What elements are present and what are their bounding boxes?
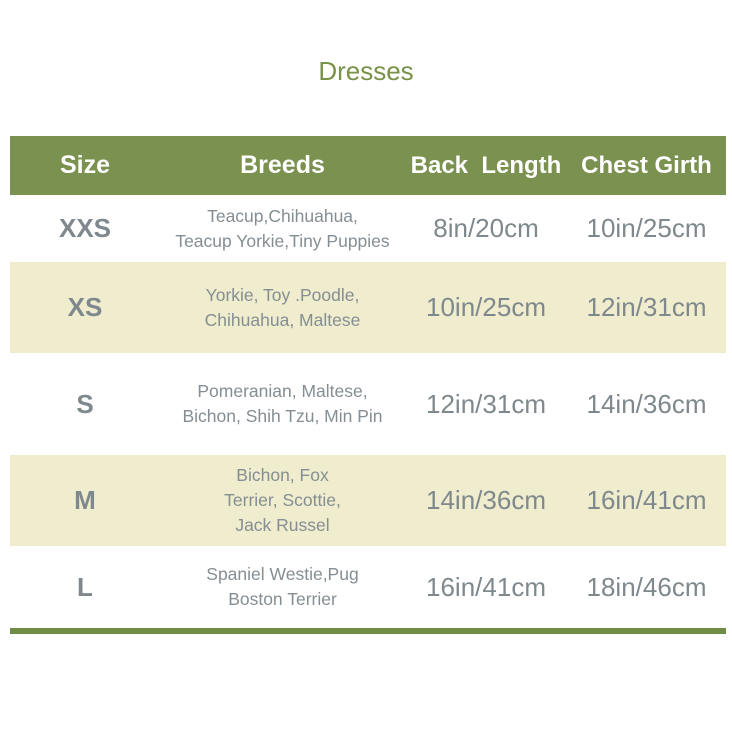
table-header: Size Breeds Back Length Chest Girth <box>10 136 726 195</box>
breeds-cell: Bichon, Fox Terrier, Scottie, Jack Russel <box>160 463 405 538</box>
size-cell: XXS <box>58 213 112 243</box>
breeds-cell: Teacup,Chihuahua, Teacup Yorkie,Tiny Pupp… <box>160 204 405 254</box>
breed-line: Teacup Yorkie,Tiny Puppies <box>175 230 390 251</box>
breeds-cell: Spaniel Westie,Pug Boston Terrier <box>160 562 405 612</box>
breeds-cell: Pomeranian, Maltese, Bichon, Shih Tzu, Mi… <box>160 379 405 429</box>
chest-girth-cell: 18in/46cm <box>586 571 707 602</box>
size-chart-table: Size Breeds Back Length Chest Girth XXS T… <box>10 136 726 634</box>
breed-line: Chihuahua, Maltese <box>204 309 361 330</box>
breed-line: Bichon, Shih Tzu, Min Pin <box>182 406 383 426</box>
back-length-cell: 8in/20cm <box>433 213 539 243</box>
size-cell: L <box>77 571 93 602</box>
back-length-cell: 12in/31cm <box>426 388 546 419</box>
size-cell: M <box>74 485 96 515</box>
size-cell: S <box>76 388 94 419</box>
table-row: M Bichon, Fox Terrier, Scottie, Jack Russel… <box>10 455 726 546</box>
breed-line: Jack Russel <box>235 515 330 535</box>
table-row: XS Yorkie, Toy .Poodle, Chihuahua, Maltese… <box>10 262 726 353</box>
table-row: S Pomeranian, Maltese, Bichon, Shih Tzu, M… <box>10 353 726 455</box>
back-length-cell: 14in/36cm <box>426 485 546 515</box>
breed-line: Boston Terrier <box>228 589 337 609</box>
breed-line: Bichon, Fox <box>236 465 329 485</box>
header-back-length: Back Length <box>410 151 562 179</box>
bottom-divider <box>10 628 726 634</box>
back-length-cell: 16in/41cm <box>426 571 546 602</box>
breed-line: Pomeranian, Maltese, <box>197 381 368 401</box>
breed-line: Spaniel Westie,Pug <box>206 564 359 584</box>
chest-girth-cell: 14in/36cm <box>586 388 707 419</box>
page-title: Dresses <box>318 56 414 86</box>
header-breeds: Breeds <box>240 151 325 179</box>
header-chest-girth: Chest Girth <box>581 151 712 179</box>
back-length-cell: 10in/25cm <box>426 292 546 322</box>
breeds-cell: Yorkie, Toy .Poodle, Chihuahua, Maltese <box>160 283 405 333</box>
table-row: XXS Teacup,Chihuahua, Teacup Yorkie,Tiny P… <box>10 195 726 262</box>
breed-line: Yorkie, Toy .Poodle, <box>205 284 360 305</box>
chest-girth-cell: 10in/25cm <box>586 213 707 243</box>
table-row: L Spaniel Westie,Pug Boston Terrier 16in/41… <box>10 546 726 628</box>
breed-line: Teacup,Chihuahua, <box>207 205 358 226</box>
size-cell: XS <box>67 292 103 322</box>
chest-girth-cell: 16in/41cm <box>586 485 707 515</box>
header-size: Size <box>59 151 111 179</box>
breed-line: Terrier, Scottie, <box>224 490 341 510</box>
chest-girth-cell: 12in/31cm <box>586 292 707 322</box>
